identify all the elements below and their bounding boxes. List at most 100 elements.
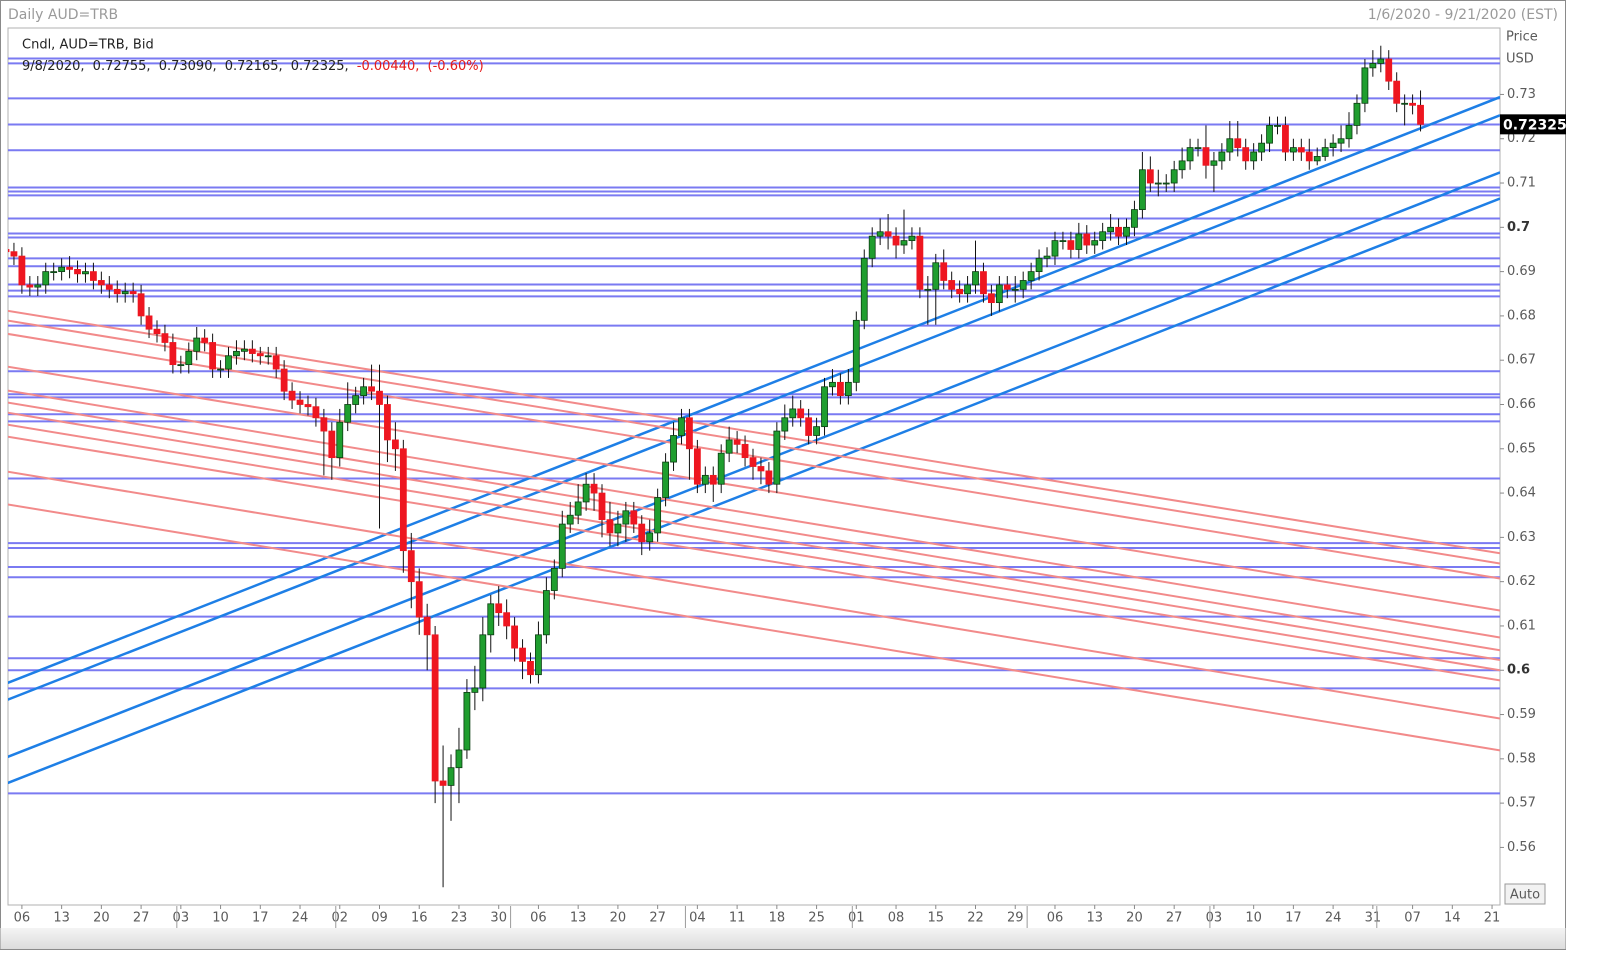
candle-body (66, 266, 73, 270)
x-tick-label: 13 (570, 911, 587, 926)
candle-body (479, 634, 487, 689)
candle-body (74, 268, 81, 275)
y-tick-label: 0.62 (1507, 574, 1536, 589)
x-tick-label: 18 (769, 911, 786, 926)
candle-body (360, 386, 368, 397)
trend-line (8, 95, 1500, 685)
legend-title: Cndl, AUD=TRB, Bid (22, 38, 154, 53)
x-tick-label: 10 (1245, 911, 1262, 926)
candle-body (773, 430, 781, 485)
candle-body (248, 348, 256, 354)
candle-body (1059, 240, 1067, 243)
candle-body (1329, 142, 1337, 148)
candle-body (415, 581, 423, 618)
candle-body (765, 470, 773, 485)
candle-body (1202, 147, 1210, 166)
candle-body (622, 510, 630, 525)
x-tick-label: 16 (411, 911, 428, 926)
candle-body (725, 439, 733, 454)
candle-body (34, 284, 42, 288)
trend-line (8, 470, 1500, 720)
auto-button[interactable]: Auto (1504, 883, 1546, 905)
x-tick-label: 17 (1285, 911, 1302, 926)
candle-body (686, 417, 693, 450)
trend-line (8, 319, 1500, 565)
trend-line (8, 114, 1500, 701)
candle-body (1186, 147, 1194, 162)
candle-body (328, 430, 336, 459)
x-tick-label: 29 (1007, 911, 1024, 926)
trend-line (8, 503, 1500, 752)
x-tick-label: 23 (451, 911, 468, 926)
candle-body (1345, 125, 1353, 140)
y-tick-label: 0.56 (1507, 840, 1536, 855)
candle-body (264, 355, 272, 358)
candle-body (598, 492, 606, 521)
candle-body (972, 271, 979, 286)
trend-line (8, 365, 1500, 612)
candle-body (169, 342, 177, 366)
x-tick-label: 01 (848, 911, 865, 926)
candle-body (860, 257, 868, 321)
candle-body (113, 288, 121, 295)
x-tick-label: 10 (212, 911, 229, 926)
candle-body (1043, 255, 1051, 259)
candle-body (185, 350, 193, 366)
candle-body (352, 395, 360, 405)
candle-body (876, 231, 884, 237)
candle-body (217, 368, 224, 371)
candle-body (304, 404, 312, 408)
x-tick-label: 15 (928, 911, 945, 926)
x-tick-label: 20 (93, 911, 110, 926)
candle-body (1417, 104, 1424, 125)
readout-change-pct: (-0.60%) (428, 59, 484, 74)
candle-body (1099, 231, 1107, 242)
candle-body (439, 780, 447, 786)
candle-body (1393, 80, 1401, 104)
candle-body (423, 616, 431, 636)
candle-body (233, 350, 240, 357)
candle-body (1123, 226, 1130, 237)
candle-body (1091, 240, 1099, 246)
candle-body (574, 501, 582, 516)
candle-body (209, 342, 217, 370)
candle-body (201, 337, 209, 343)
x-tick-label: 14 (1444, 911, 1461, 926)
auto-button-box[interactable] (1504, 883, 1546, 905)
candle-body (558, 523, 566, 569)
candle-body (177, 364, 185, 367)
candle-body (1385, 58, 1393, 82)
candle-body (646, 532, 654, 543)
x-tick-label: 08 (888, 911, 905, 926)
candle-body (813, 426, 820, 436)
x-tick-label: 06 (1047, 911, 1064, 926)
candle-body (662, 461, 669, 498)
month-band (0, 928, 1566, 949)
candle-body (82, 271, 89, 275)
candle-body (344, 404, 352, 423)
candle-body (1289, 147, 1297, 153)
y-tick-label: 0.67 (1507, 353, 1536, 368)
candle-body (741, 443, 749, 459)
candle-body (1321, 147, 1329, 157)
candle-body (336, 421, 344, 459)
x-tick-label: 24 (1325, 911, 1342, 926)
candle-body (805, 417, 813, 436)
candle-body (988, 293, 995, 304)
candle-body (797, 408, 805, 419)
candle-body (995, 284, 1003, 304)
candle-body (1035, 257, 1043, 273)
candle-body (519, 647, 526, 662)
candle-body (1369, 63, 1377, 69)
candle-body (8, 249, 10, 253)
candle-body (837, 381, 844, 397)
y-tick-label: 0.69 (1507, 264, 1536, 279)
candle-body (42, 271, 50, 286)
auto-button-label[interactable]: Auto (1510, 888, 1540, 903)
candle-body (320, 417, 328, 432)
candle-body (1242, 147, 1250, 162)
candle-body (18, 255, 26, 286)
candle-body (1218, 151, 1226, 162)
candle-body (733, 439, 741, 445)
